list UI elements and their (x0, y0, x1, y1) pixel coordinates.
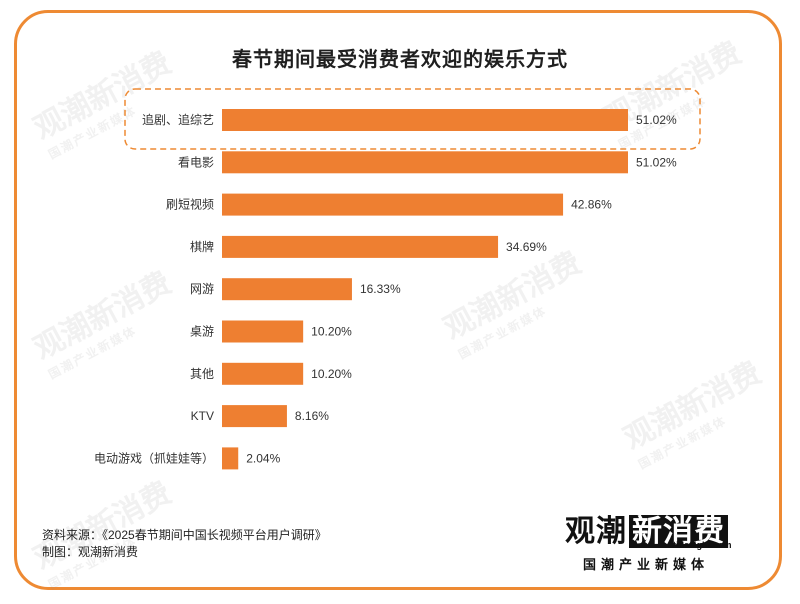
logo-url: tidesight.com (673, 540, 732, 550)
category-label: KTV (191, 409, 214, 423)
value-label: 42.86% (571, 198, 612, 212)
category-label: 桌游 (190, 325, 214, 339)
brand-logo: 观潮 新消费 tidesight.com 国潮产业新媒体 (565, 506, 765, 576)
source-text: 资料来源：《2025春节期间中国长视频平台用户调研》 (42, 528, 327, 542)
credit-text: 制图：观潮新消费 (42, 545, 139, 559)
category-label: 看电影 (178, 155, 214, 169)
bar (222, 193, 564, 216)
chart-title: 春节期间最受消费者欢迎的娱乐方式 (232, 49, 568, 71)
bar (222, 151, 628, 174)
category-label: 电动游戏（抓娃娃等） (94, 451, 214, 465)
value-label: 10.20% (311, 367, 352, 381)
value-label: 2.04% (246, 451, 280, 465)
value-label: 8.16% (295, 409, 329, 423)
bar (222, 278, 352, 301)
bar (222, 109, 628, 131)
logo-part1: 观潮 (565, 515, 627, 548)
logo-slogan: 国潮产业新媒体 (583, 557, 710, 572)
source-note: 资料来源：《2025春节期间中国长视频平台用户调研》 制图：观潮新消费 (42, 527, 327, 561)
value-label: 16.33% (360, 282, 401, 296)
value-label: 34.69% (506, 240, 547, 254)
value-label: 51.02% (636, 155, 677, 169)
logo-wordmark: 观潮 新消费 (565, 506, 728, 550)
bar (222, 447, 239, 470)
value-label: 10.20% (311, 325, 352, 339)
bar (222, 405, 287, 428)
bar (222, 362, 304, 385)
highlight-frame (124, 88, 701, 150)
logo-part2: 新消费 (629, 515, 728, 548)
value-label: 51.02% (636, 113, 677, 127)
category-label: 其他 (190, 367, 214, 381)
category-label: 追剧、追综艺 (142, 112, 214, 127)
bar (222, 320, 304, 343)
category-label: 棋牌 (190, 240, 214, 254)
category-label: 网游 (190, 282, 214, 296)
chart-card (14, 10, 782, 590)
bar (222, 235, 499, 258)
category-label: 刷短视频 (166, 197, 214, 212)
